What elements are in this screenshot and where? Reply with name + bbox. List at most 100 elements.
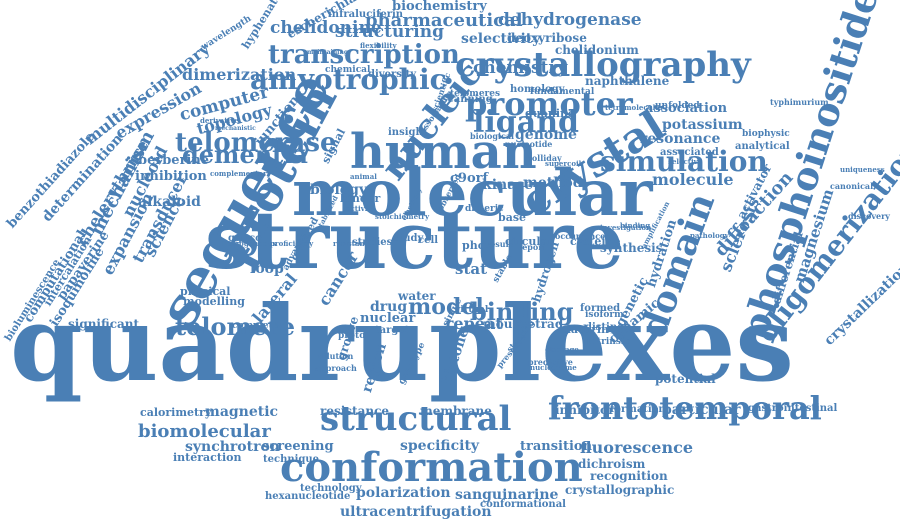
cloud-word: study: [393, 233, 424, 244]
cloud-word: chemical: [325, 65, 371, 75]
cloud-word: loop: [250, 261, 284, 277]
cloud-word: dimerization: [182, 65, 297, 84]
cloud-word: berberine: [138, 153, 210, 168]
cloud-word: conformational: [480, 499, 566, 510]
cloud-word: kinase: [482, 177, 534, 193]
cloud-word: studies: [352, 237, 393, 248]
cloud-word: predictive: [528, 357, 573, 367]
cloud-word: telomerase: [175, 128, 337, 158]
cloud-word: homogeneous: [222, 239, 277, 248]
cloud-word: repeat: [445, 314, 503, 333]
cloud-word: investigation: [600, 223, 652, 232]
cloud-word: particular: [662, 402, 741, 418]
cloud-word: technique: [263, 454, 320, 465]
cloud-word: simulation: [600, 145, 768, 178]
cloud-word: association: [645, 101, 728, 116]
cloud-word: biological: [470, 131, 515, 141]
cloud-word: isoform: [585, 310, 624, 320]
cloud-word: inhibitor: [555, 403, 615, 417]
cloud-word: specificity: [400, 438, 480, 454]
cloud-word: canonical: [830, 181, 874, 191]
cloud-word: biophysic: [742, 129, 790, 139]
cloud-word: mechanistic: [215, 125, 256, 132]
cloud-word: tetrad: [522, 317, 564, 331]
cloud-word: dimeric: [465, 204, 504, 214]
cloud-word: transcription: [268, 40, 460, 70]
cloud-word: biomolecular: [138, 421, 271, 442]
cloud-word: model: [408, 294, 484, 320]
cloud-word: ligand: [473, 105, 579, 140]
cloud-word: biochemistry: [392, 0, 487, 14]
cloud-word: crystallography: [455, 45, 751, 85]
cloud-word: target: [375, 325, 410, 336]
cloud-word: activity: [346, 204, 375, 213]
cloud-word: derivative: [200, 116, 239, 125]
cloud-word: telomere: [175, 312, 296, 341]
cloud-word: binding: [470, 297, 574, 326]
cloud-word: fluorescence: [580, 438, 694, 457]
cloud-word: analytical: [735, 141, 790, 152]
cloud-word: supercoil: [545, 159, 582, 168]
cloud-word: pharmaceutical: [365, 10, 523, 31]
cloud-word: flexibility: [360, 41, 397, 50]
cloud-word: maintaining: [307, 49, 349, 56]
cloud-word: potential: [655, 372, 716, 386]
cloud-word: inhibition: [135, 169, 207, 184]
cloud-word: complementary: [210, 169, 271, 178]
cloud-word: screening: [262, 439, 334, 454]
cloud-word: pathology: [690, 231, 729, 240]
cloud-word: proto: [338, 331, 366, 341]
cloud-word: gastrointestinal: [748, 403, 838, 414]
cloud-word: modelling: [183, 295, 245, 308]
cloud-word: gggcc: [228, 233, 262, 244]
cloud-word: water: [398, 289, 436, 303]
cloud-word: report: [518, 242, 547, 252]
cloud-word: stoichiometry: [375, 212, 430, 221]
cloud-word: frontotemporal: [548, 389, 822, 427]
cloud-word: drug: [370, 299, 408, 315]
cloud-word: molecule: [652, 170, 734, 189]
cloud-word: interaction: [173, 451, 242, 464]
cloud-word: calorimetry: [140, 406, 212, 419]
cloud-word: significant: [68, 317, 140, 331]
cloud-word: binding: [620, 221, 651, 230]
cloud-word: biology: [310, 182, 368, 198]
cloud-word: chelidonine: [270, 18, 382, 38]
cloud-word: cleavage: [545, 345, 579, 354]
cloud-word: hexanucleotide: [265, 491, 351, 502]
cloud-word: result: [486, 239, 513, 249]
cloud-word: ultracentrifugation: [340, 504, 492, 520]
cloud-word: quadruplexes: [10, 282, 794, 405]
cloud-word: selectivity: [461, 31, 541, 47]
cloud-word: membrane: [420, 404, 492, 418]
cloud-word: conformation: [280, 444, 583, 491]
cloud-word: complete: [232, 321, 279, 331]
cloud-word: diversity: [368, 69, 417, 80]
cloud-word: guanine: [525, 107, 575, 120]
cloud-word: scanning: [442, 94, 493, 105]
cloud-word: formed: [580, 303, 621, 314]
cloud-word: clathrin: [560, 323, 610, 336]
cloud-word: potassium: [662, 117, 743, 133]
cloud-word: binder: [340, 192, 381, 205]
cloud-word: unfolded: [655, 101, 700, 111]
cloud-word: molecular: [292, 156, 653, 231]
cloud-word: technology: [300, 483, 362, 494]
cloud-word: deoxyribose: [507, 31, 587, 45]
cloud-word: discovery: [848, 211, 890, 221]
cloud-word: sanguinarine: [455, 487, 559, 503]
cloud-word: nucleotide: [505, 139, 553, 149]
cloud-word: virtual: [455, 305, 489, 315]
cloud-word: tetramolecular: [605, 103, 664, 112]
cloud-word: proficiency: [270, 239, 314, 248]
cloud-word: resonance: [640, 131, 721, 147]
cloud-word: recognition: [590, 469, 668, 483]
cloud-word: resistance: [320, 404, 390, 418]
cloud-word: mouse: [483, 317, 527, 331]
cloud-word: physical: [180, 285, 231, 298]
cloud-word: c9orf: [450, 171, 489, 186]
cloud-word: selective: [668, 157, 703, 166]
cloud-word: animal: [350, 172, 377, 181]
cloud-word: circular: [505, 235, 554, 248]
cloud-word: base: [498, 211, 527, 224]
